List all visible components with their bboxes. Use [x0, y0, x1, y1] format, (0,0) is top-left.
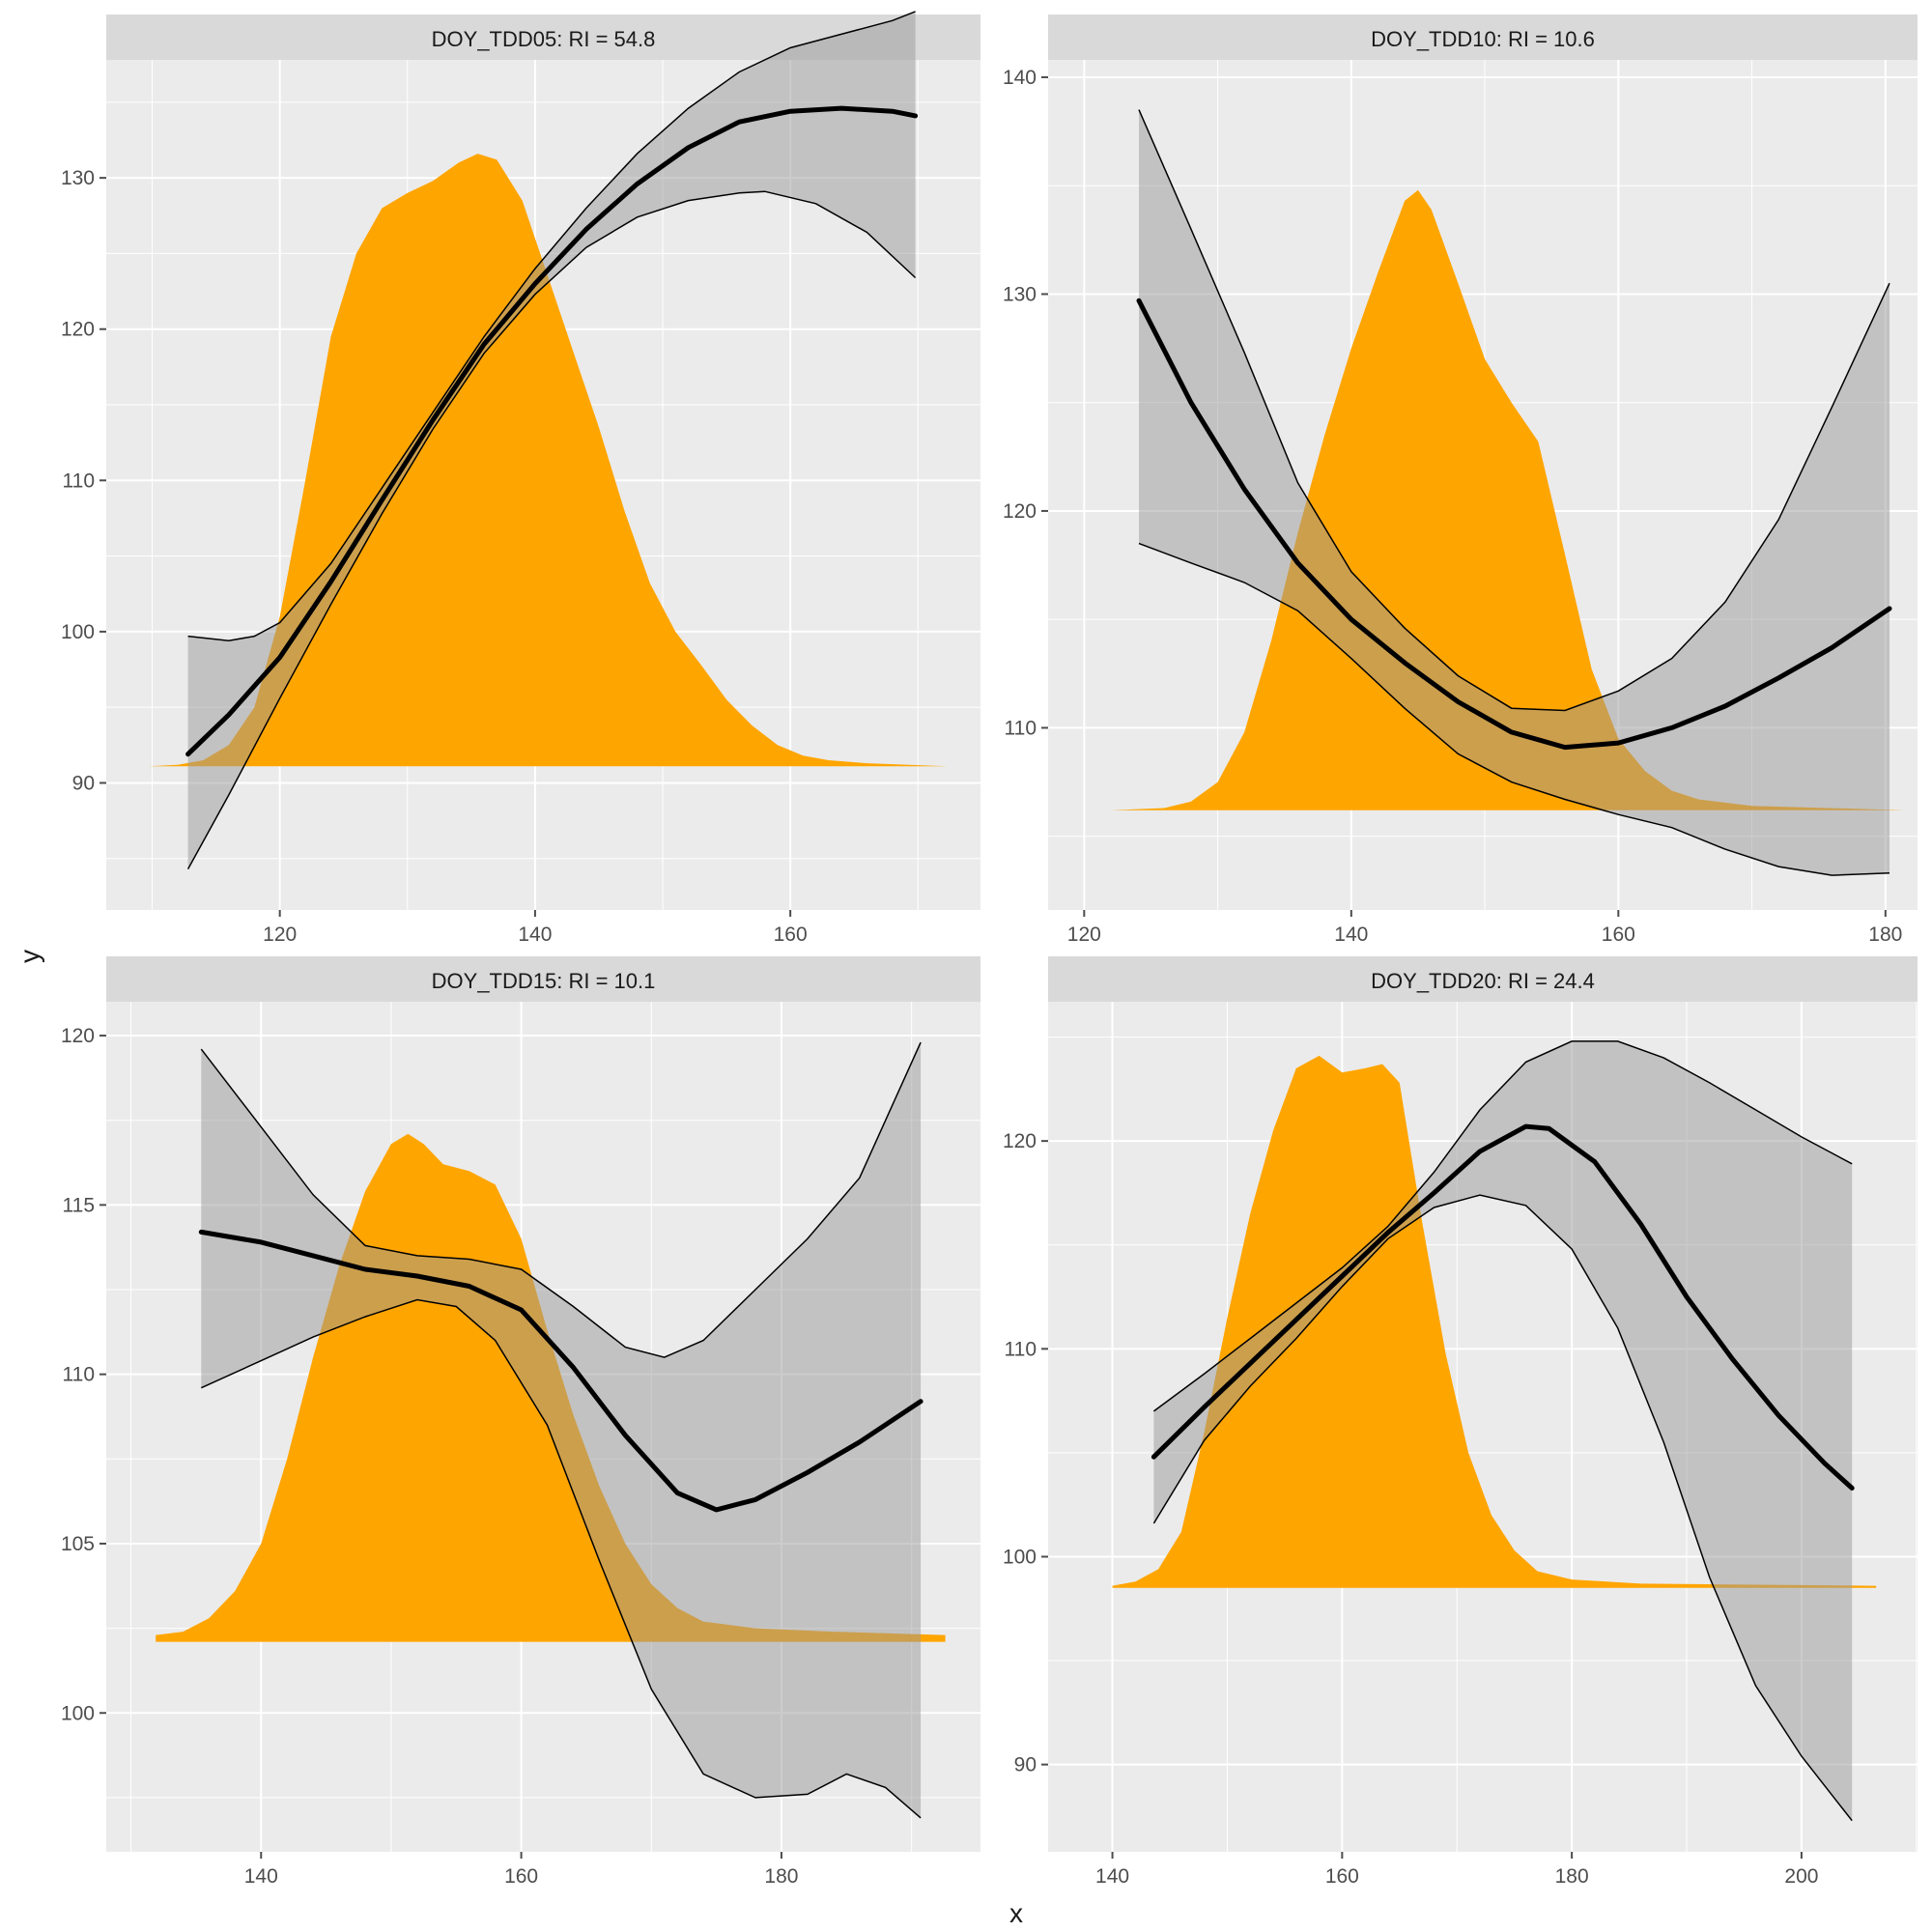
x-tick-label: 200: [1784, 1865, 1818, 1888]
facet-panel-2: DOY_TDD10: RI = 10.6 120 140 160 180 110 120 13…: [1003, 14, 1918, 946]
density-area: [1111, 189, 1905, 810]
x-tick-label: 160: [1602, 923, 1635, 946]
ribbon-upper-line: [200, 1041, 922, 1358]
x-tick-label: 180: [1868, 923, 1902, 946]
facet-panel-3: DOY_TDD15: RI = 10.1 140 160 180 100 105 110 11…: [61, 956, 980, 1888]
ribbon-lower-line: [200, 1298, 922, 1819]
ribbon-lower-line: [1152, 1194, 1853, 1822]
confidence-ribbon: [187, 11, 916, 869]
fit-line: [185, 105, 919, 757]
facet-strip: [1048, 956, 1918, 1002]
facet-strip: [1048, 14, 1918, 60]
y-tick-label: 115: [63, 1194, 95, 1216]
x-tick-label: 120: [263, 923, 297, 946]
density-area: [148, 154, 948, 767]
x-tick-label: 140: [1095, 1865, 1129, 1888]
y-tick-label: 120: [1003, 1130, 1037, 1152]
y-tick-label: 110: [63, 1364, 95, 1386]
facet-title: DOY_TDD05: RI = 54.8: [432, 27, 656, 51]
y-axis-label: y: [14, 950, 44, 963]
x-tick-label: 180: [764, 1865, 798, 1888]
x-tick-label: 140: [518, 923, 552, 946]
x-tick-label: 140: [1334, 923, 1368, 946]
confidence-ribbon: [1139, 109, 1889, 876]
facet-panel-4: DOY_TDD20: RI = 24.4 140 160 180 200 90 100 110…: [1003, 956, 1918, 1888]
density-area: [1112, 1055, 1877, 1588]
ribbon-upper-line: [1138, 109, 1890, 712]
y-tick-label: 110: [1005, 717, 1037, 739]
ribbon-upper-line: [1152, 1040, 1853, 1412]
fit-line: [198, 1229, 923, 1513]
fit-line: [1151, 1123, 1855, 1491]
x-tick-label: 160: [1325, 1865, 1359, 1888]
facet-title: DOY_TDD10: RI = 10.6: [1371, 27, 1595, 51]
fit-line: [1136, 298, 1892, 751]
y-tick-label: 140: [1003, 67, 1037, 89]
y-tick-label: 90: [72, 772, 95, 794]
y-tick-label: 120: [61, 1025, 95, 1047]
y-tick-label: 90: [1014, 1754, 1037, 1776]
y-tick-label: 100: [1003, 1546, 1037, 1568]
facet-panel-1: DOY_TDD05: RI = 54.8 120 140 160 90 100 110 120…: [61, 11, 980, 946]
y-tick-label: 105: [61, 1533, 95, 1555]
facet-strip: [106, 956, 980, 1002]
x-tick-label: 140: [244, 1865, 278, 1888]
y-tick-label: 110: [1005, 1338, 1037, 1360]
confidence-ribbon: [1153, 1040, 1853, 1821]
facet-title: DOY_TDD15: RI = 10.1: [432, 969, 656, 993]
ribbon-lower-line: [186, 190, 917, 870]
x-tick-label: 120: [1067, 923, 1101, 946]
x-axis-label: x: [1009, 1898, 1023, 1928]
ribbon-lower-line: [1138, 542, 1890, 876]
y-tick-label: 120: [61, 319, 95, 341]
y-tick-label: 130: [1003, 283, 1037, 305]
y-tick-label: 110: [63, 469, 95, 492]
x-tick-label: 180: [1555, 1865, 1589, 1888]
y-tick-label: 130: [61, 167, 95, 189]
y-tick-label: 100: [61, 1702, 95, 1724]
confidence-ribbon: [201, 1042, 922, 1818]
ribbon-upper-line: [187, 11, 916, 642]
x-tick-label: 160: [504, 1865, 538, 1888]
y-tick-label: 100: [61, 621, 95, 643]
facet-panels: DOY_TDD05: RI = 54.8 120 140 160 90 100 110 120…: [61, 11, 1918, 1888]
x-tick-label: 160: [774, 923, 808, 946]
facet-title: DOY_TDD20: RI = 24.4: [1371, 969, 1595, 993]
y-tick-label: 120: [1003, 500, 1037, 523]
